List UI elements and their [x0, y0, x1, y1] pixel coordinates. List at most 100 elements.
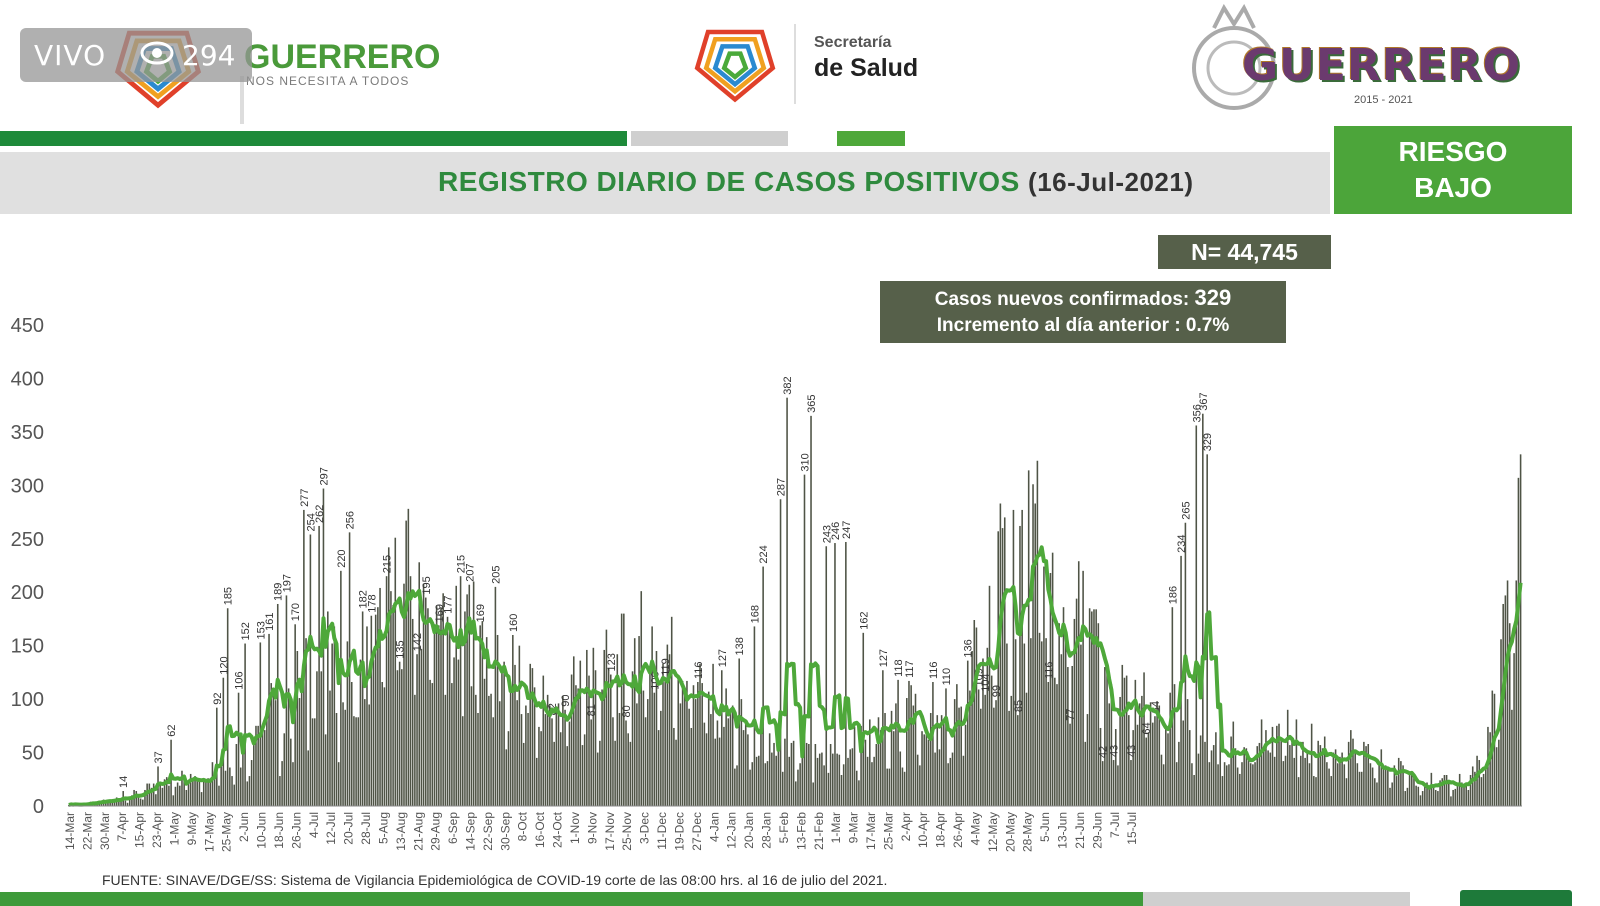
bar	[459, 576, 462, 806]
bar	[1389, 787, 1391, 806]
increment-label: Incremento al día anterior : 0.7%	[936, 315, 1230, 336]
x-tick-label: 4-Jul	[307, 812, 321, 838]
bar	[185, 789, 188, 806]
bar	[551, 718, 553, 806]
bar-value-label: 287	[776, 478, 788, 496]
x-tick-label: 26-Apr	[951, 812, 965, 848]
bar	[1367, 744, 1370, 806]
title-band	[0, 152, 1330, 214]
bar-value-label: 329	[1202, 433, 1214, 451]
footer-gray-bar	[1143, 892, 1410, 906]
x-tick-label: 15-Jul	[1125, 812, 1139, 845]
bar	[505, 749, 508, 806]
bar	[897, 679, 899, 806]
bar	[646, 699, 649, 806]
bar	[1278, 723, 1280, 806]
bar	[416, 654, 418, 806]
bar	[1025, 692, 1028, 806]
bar	[148, 783, 151, 806]
bar	[677, 675, 680, 806]
bar	[237, 692, 240, 806]
bar	[577, 688, 579, 806]
bar	[329, 690, 331, 806]
bar	[1236, 767, 1239, 806]
x-tick-label: 1-Nov	[568, 812, 582, 844]
bar	[973, 620, 976, 806]
bar	[1010, 695, 1013, 806]
bar	[666, 644, 669, 806]
bar	[797, 769, 799, 806]
bar	[546, 694, 549, 806]
bar	[864, 739, 867, 806]
bar-value-label: 116	[1043, 661, 1055, 679]
bar	[327, 611, 329, 806]
bar	[1088, 608, 1091, 806]
bar	[385, 576, 388, 806]
bar	[268, 633, 270, 806]
bar	[1378, 764, 1380, 806]
bar	[179, 785, 181, 806]
bar	[1280, 737, 1282, 806]
bar	[568, 721, 571, 806]
bar	[392, 605, 394, 806]
bar	[1182, 720, 1185, 806]
bar	[409, 576, 412, 806]
bar	[873, 756, 875, 806]
bar-value-label: 177	[443, 595, 455, 613]
x-tick-label: 17-Nov	[603, 812, 617, 851]
bar	[527, 713, 529, 806]
center-logo: Secretaría de Salud	[690, 14, 940, 114]
bar	[1476, 755, 1478, 806]
bar	[764, 763, 767, 806]
bar	[1410, 772, 1413, 806]
bar	[189, 773, 192, 806]
bar	[1023, 643, 1026, 806]
bar	[387, 547, 390, 806]
bar	[921, 731, 923, 806]
bar-value-label: 116	[928, 661, 940, 679]
bar	[1369, 763, 1372, 806]
x-tick-label: 21-Aug	[411, 812, 425, 851]
bar	[636, 703, 638, 806]
bar	[1402, 765, 1404, 806]
bar	[697, 682, 699, 806]
bar-value-label: 136	[963, 639, 975, 657]
bar-value-label: 182	[358, 590, 370, 608]
x-tick-label: 24-Oct	[551, 811, 565, 848]
bar	[1230, 736, 1232, 806]
bar	[555, 708, 558, 806]
bar	[988, 585, 991, 806]
bar	[344, 709, 346, 806]
bar	[246, 781, 249, 806]
bar	[925, 734, 928, 806]
bar	[949, 757, 952, 806]
bar	[364, 699, 366, 806]
bar	[747, 734, 749, 806]
bar	[512, 634, 514, 806]
bar	[257, 725, 259, 806]
bar	[929, 713, 932, 806]
bar	[1034, 503, 1036, 806]
bar-value-label: 382	[782, 376, 794, 394]
bar	[492, 717, 495, 806]
bar	[655, 651, 658, 806]
bar	[1228, 764, 1230, 806]
bar	[1162, 764, 1165, 806]
bar	[298, 698, 301, 806]
bar-value-label: 43	[1109, 745, 1121, 757]
bar	[128, 797, 131, 806]
bar	[1006, 643, 1008, 806]
bar	[152, 783, 155, 806]
bar	[324, 734, 327, 806]
bar	[1134, 679, 1137, 806]
bar	[642, 690, 645, 806]
bar	[253, 738, 255, 806]
bar	[662, 663, 664, 806]
bar	[964, 724, 967, 806]
bar	[651, 626, 653, 806]
bar	[1254, 762, 1256, 806]
bar	[660, 710, 662, 806]
bar	[1047, 682, 1050, 806]
viewer-count: 294	[182, 39, 236, 72]
bar	[731, 705, 734, 806]
